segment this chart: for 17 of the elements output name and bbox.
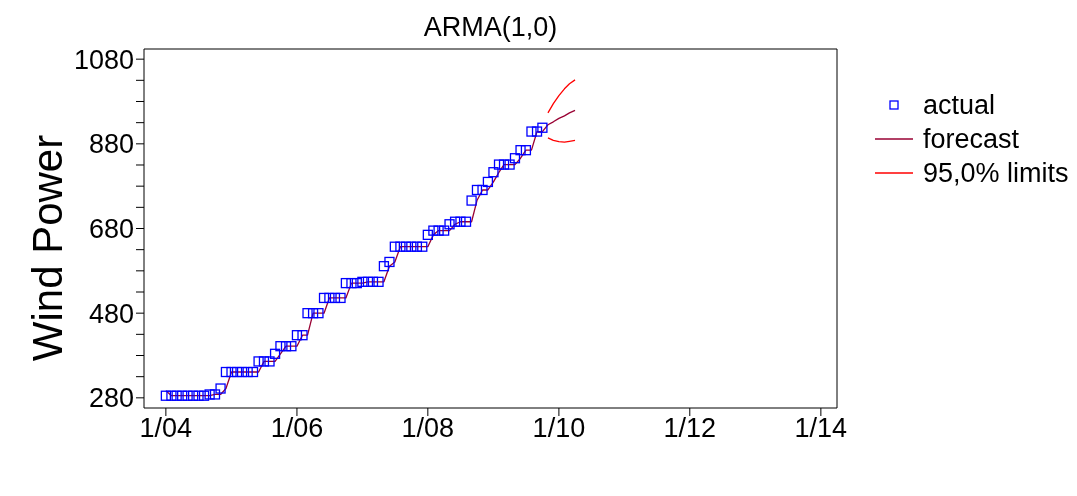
chart-title: ARMA(1,0) <box>422 12 559 43</box>
legend-label: actual <box>923 89 996 122</box>
y-tick-label: 280 <box>88 383 134 414</box>
x-tick-label: 1/12 <box>663 413 717 444</box>
x-tick-label: 1/08 <box>401 413 455 444</box>
x-tick-label: 1/14 <box>794 413 848 444</box>
y-tick-label: 880 <box>88 129 134 160</box>
legend-label: 95,0% limits <box>923 157 1069 190</box>
y-tick-label: 680 <box>88 214 134 245</box>
x-tick-label: 1/04 <box>139 413 193 444</box>
x-tick-label: 1/10 <box>532 413 586 444</box>
x-tick-label: 1/06 <box>270 413 324 444</box>
legend-label: forecast <box>923 123 1020 156</box>
y-axis-title: Wind Power <box>24 134 72 362</box>
line-series <box>547 79 576 114</box>
y-tick-label: 480 <box>88 298 134 329</box>
y-tick-label: 1080 <box>73 44 134 75</box>
